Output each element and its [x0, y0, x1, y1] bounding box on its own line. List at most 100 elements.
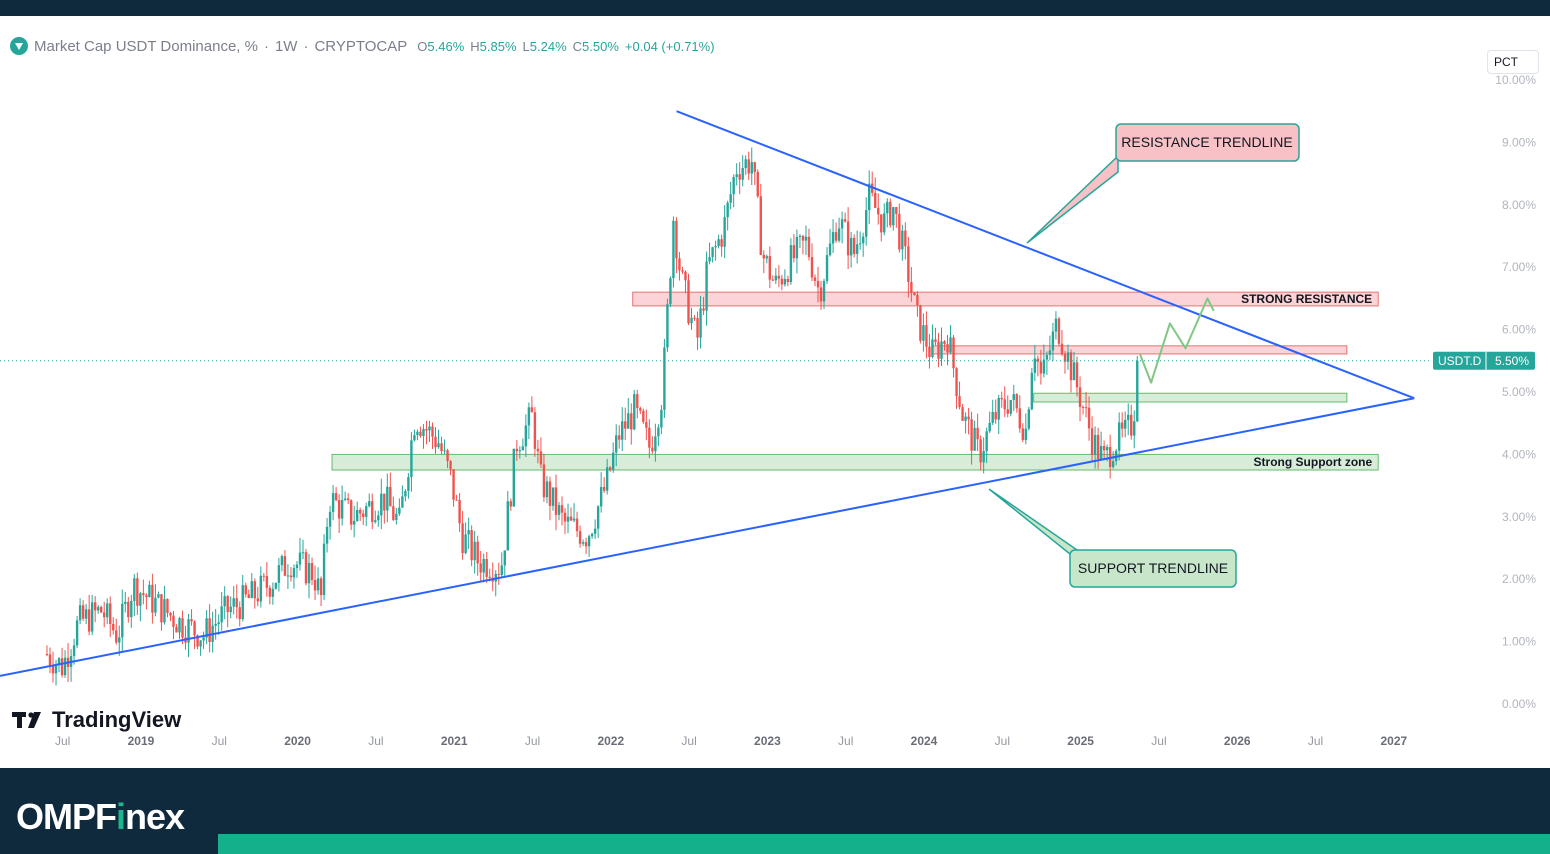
candle-body	[883, 213, 886, 233]
candle-body	[106, 603, 109, 618]
candle-body	[714, 246, 717, 248]
candle-body	[765, 256, 769, 259]
candle-body	[515, 448, 519, 452]
resistance-trendline	[676, 110, 1415, 400]
candle-body	[1024, 428, 1028, 440]
candle-body	[943, 341, 946, 345]
x-tick-label: Jul	[838, 734, 853, 748]
candle-body	[642, 410, 645, 423]
candle-body	[868, 183, 871, 211]
candle-body	[913, 292, 916, 296]
candle-body	[618, 435, 621, 440]
candle-body	[919, 305, 922, 341]
candle-body	[575, 518, 579, 532]
candle-body	[1015, 394, 1018, 409]
candle-body	[1036, 358, 1040, 362]
candle-body	[684, 271, 687, 281]
candle-body	[837, 228, 841, 241]
candle-body	[804, 236, 808, 241]
price-badge-bg	[1433, 351, 1535, 370]
candle-body	[467, 530, 470, 535]
x-tick-label: Jul	[368, 734, 383, 748]
candle-body	[949, 337, 952, 353]
candle-body	[524, 425, 528, 447]
candle-body	[57, 658, 61, 665]
candle-body	[247, 594, 250, 598]
candle-body	[301, 552, 305, 554]
last-price-badge[interactable]: USDT.D 5.50%	[1433, 351, 1535, 370]
legend-dot: ·	[263, 37, 269, 55]
candle-body	[1021, 428, 1025, 440]
candle-body	[316, 578, 320, 591]
candle-body	[1000, 397, 1003, 400]
candle-body	[636, 394, 639, 409]
candle-body	[657, 427, 660, 437]
candle-body	[988, 422, 991, 432]
candle-body	[271, 588, 275, 597]
candle-body	[792, 245, 796, 259]
candle-body	[720, 239, 723, 247]
resistance-callout-text: RESISTANCE TRENDLINE	[1121, 134, 1292, 150]
candle-body	[822, 281, 826, 302]
candle-body	[139, 593, 142, 606]
candle-body	[810, 256, 814, 278]
interval-label[interactable]: 1W	[274, 37, 298, 55]
candle-body	[1048, 350, 1052, 355]
candle-body	[967, 416, 970, 420]
x-tick-label: 2020	[284, 734, 311, 748]
candle-body	[512, 448, 516, 507]
chart-area[interactable]: STRONG RESISTANCE Strong Support zone RESI…	[0, 16, 1550, 768]
candle-body	[861, 236, 865, 244]
price-chart[interactable]: STRONG RESISTANCE Strong Support zone RESI…	[0, 16, 1550, 768]
site-logo[interactable]: OMPFinex	[16, 796, 185, 838]
candle-body	[328, 511, 332, 527]
candle-body	[681, 270, 684, 272]
candle-body	[133, 578, 136, 601]
candle-body	[858, 243, 862, 245]
candle-body	[1133, 421, 1136, 436]
candle-body	[1006, 409, 1009, 414]
candle-body	[1069, 352, 1073, 381]
projection-path	[1139, 297, 1215, 384]
change-value: +0.04 (+0.71%)	[624, 38, 715, 54]
candle-body	[539, 451, 543, 465]
candle-body	[355, 509, 359, 521]
candle-body	[127, 601, 130, 618]
candle-body	[741, 168, 744, 180]
candle-body	[738, 174, 741, 180]
candle-body	[587, 536, 591, 547]
symbol-title[interactable]: Market Cap USDT Dominance, %	[34, 37, 258, 55]
tradingview-logo[interactable]: TradingView	[12, 707, 181, 733]
candle-body	[136, 578, 139, 606]
candle-body	[602, 487, 606, 491]
candle-body	[1051, 331, 1055, 351]
y-tick-label: 1.00%	[1502, 635, 1536, 649]
candle-body	[130, 600, 133, 618]
candle-body	[711, 247, 714, 258]
scale-mode-button[interactable]: PCT	[1487, 50, 1539, 74]
candle-body	[1093, 434, 1097, 455]
candle-body	[1066, 352, 1070, 362]
candle-body	[386, 486, 389, 511]
candle-body	[482, 558, 485, 573]
candle-body	[506, 501, 509, 551]
candle-body	[479, 563, 482, 573]
candle-body	[750, 162, 753, 174]
candle-body	[115, 630, 118, 643]
candle-body	[705, 261, 708, 311]
candle-body	[533, 412, 537, 449]
candle-body	[991, 411, 994, 423]
candle-body	[160, 594, 163, 623]
candle-body	[633, 394, 636, 430]
support-callout-text: SUPPORT TRENDLINE	[1078, 560, 1228, 576]
candle-body	[970, 419, 973, 451]
candle-body	[428, 426, 431, 431]
candle-body	[578, 531, 582, 544]
x-tick-label: 2022	[597, 734, 624, 748]
high-label: H	[470, 38, 480, 54]
resistance-zone	[632, 291, 1379, 307]
candle-body	[112, 623, 115, 631]
candle-body	[431, 426, 434, 437]
candle-body	[843, 219, 847, 222]
candle-body	[648, 427, 651, 448]
